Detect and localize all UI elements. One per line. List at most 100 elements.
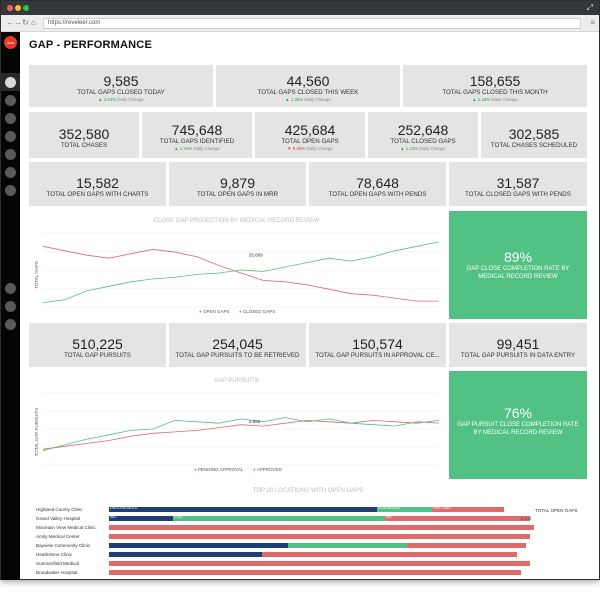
close-window-button[interactable] xyxy=(7,5,13,11)
menu-icon[interactable]: ≡ xyxy=(590,18,595,27)
kpi-card-gaps-identified[interactable]: 745,648 TOTAL GAPS IDENTIFIED ▲ 1.24% Da… xyxy=(142,112,252,158)
bar-segment-green[interactable] xyxy=(287,543,407,548)
bar-row[interactable] xyxy=(109,543,534,548)
bar-segment-red[interactable]: PAST DUE xyxy=(432,506,505,512)
legend-open-gaps[interactable]: ● OPEN GAPS xyxy=(199,309,230,314)
kpi-value: 252,648 xyxy=(397,122,449,138)
sidebar-item-2-icon[interactable] xyxy=(5,95,16,106)
kpi-card-open-gaps-mrr[interactable]: 9,879 TOTAL OPEN GAPS IN MRR xyxy=(169,162,306,206)
kpi-card-open-gaps[interactable]: 425,684 TOTAL OPEN GAPS ▼ 0.45% Daily Ch… xyxy=(255,112,365,158)
kpi-change-value: 1.24% xyxy=(103,97,117,102)
kpi-card-closed-gaps[interactable]: 252,648 TOTAL CLOSED GAPS ▲ 1.24% Daily … xyxy=(368,112,478,158)
bar-row[interactable] xyxy=(109,525,534,530)
expand-icon[interactable]: ⤢ xyxy=(586,3,593,12)
bar-segment-navy[interactable]: 561 xyxy=(109,515,173,521)
kpi-change-value: 1.35% xyxy=(290,97,304,102)
sidebar-item-settings-icon[interactable] xyxy=(5,283,16,294)
minimize-window-button[interactable] xyxy=(15,5,21,11)
sidebar-item-3-icon[interactable] xyxy=(5,113,16,124)
chart2-ylabel: TOTAL GAP PURSUITS xyxy=(34,408,39,457)
kpi-label: TOTAL GAPS IDENTIFIED xyxy=(159,138,235,145)
bar-segment-label: 561 xyxy=(110,515,116,519)
bar-row[interactable] xyxy=(109,552,534,557)
kpi-card-gap-pursuits[interactable]: 510,225 TOTAL GAP PURSUITS xyxy=(29,323,166,367)
kpi-change-label: Daily Change xyxy=(193,146,220,151)
kpi-change-label: Daily Change xyxy=(306,146,333,151)
up-arrow-icon: ▲ xyxy=(472,97,477,102)
kpi-value: 352,580 xyxy=(58,126,110,142)
chart1-annotation: 25,689 xyxy=(249,253,263,258)
bar-segment-green[interactable]: 4,547 xyxy=(172,515,386,521)
kpi-card-gaps-closed-week[interactable]: 44,560 TOTAL GAPS CLOSED THIS WEEK ▲ 1.3… xyxy=(216,65,400,107)
back-icon[interactable]: ← xyxy=(6,18,14,27)
bar-segment-label: 687 xyxy=(386,515,393,519)
logo[interactable]: ooo xyxy=(4,36,17,49)
bar-segment-navy[interactable]: UNSCHEDULED xyxy=(109,506,377,512)
sidebar-item-5-icon[interactable] xyxy=(5,149,16,160)
bar-segment-green[interactable]: SCHEDULED xyxy=(376,506,432,512)
bar-row[interactable] xyxy=(109,570,534,575)
forward-icon[interactable]: → xyxy=(14,18,22,27)
kpi-card-gaps-closed-month[interactable]: 158,655 TOTAL GAPS CLOSED THIS MONTH ▲ 2… xyxy=(403,65,587,107)
bar-segment-red[interactable] xyxy=(109,534,530,539)
bar-segment-red[interactable] xyxy=(109,561,530,566)
location-label: Heathstone Clinic xyxy=(36,552,73,557)
up-arrow-icon: ▲ xyxy=(400,146,405,151)
sidebar-item-7-icon[interactable] xyxy=(5,185,16,196)
bar-segment-label: UNSCHEDULED xyxy=(110,506,138,510)
down-arrow-icon: ▼ xyxy=(287,146,292,151)
sidebar-item-6-icon[interactable] xyxy=(5,167,16,178)
bar-row[interactable]: 561 4,547 687 xyxy=(109,515,534,521)
chart3-title: TOP 20 LOCATIONS WITH OPEN GAPS xyxy=(252,488,364,494)
legend-approved[interactable]: ● APPROVED xyxy=(253,467,282,472)
kpi-card-open-gaps-charts[interactable]: 15,582 TOTAL OPEN GAPS WITH CHARTS xyxy=(29,162,166,206)
kpi-card-open-gaps-pends[interactable]: 78,648 TOTAL OPEN GAPS WITH PENDS xyxy=(309,162,446,206)
legend-pending-approval[interactable]: ● PENDING APPROVAL xyxy=(194,467,243,472)
bar-segment-red[interactable] xyxy=(262,552,517,557)
kpi-label: TOTAL OPEN GAPS WITH CHARTS xyxy=(46,191,149,198)
kpi-card-chases-scheduled[interactable]: 302,585 TOTAL CHASES SCHEDULED xyxy=(481,112,587,158)
kpi-card-closed-gaps-pends[interactable]: 31,587 TOTAL CLOSED GAPS WITH PENDS xyxy=(449,162,587,206)
legend-closed-gaps[interactable]: ● CLOSED GAPS xyxy=(239,309,275,314)
sidebar-item-user-icon[interactable] xyxy=(5,319,16,330)
close-gap-projection-chart[interactable]: TOTAL GAPS 25,689 xyxy=(29,227,444,319)
home-icon[interactable]: ⌂ xyxy=(31,18,36,27)
bar-segment-navy[interactable] xyxy=(109,543,288,548)
sidebar-item-help-icon[interactable] xyxy=(5,301,16,312)
sidebar-item-dashboard-icon[interactable] xyxy=(5,77,16,88)
legend-dot-icon: ● xyxy=(253,467,256,472)
kpi-change: ▲ 1.24% Daily Change xyxy=(368,146,478,152)
kpi-card-gaps-closed-today[interactable]: 9,585 TOTAL GAPS CLOSED TODAY ▲ 1.24% Da… xyxy=(29,65,213,107)
bar-segment-red[interactable] xyxy=(109,570,522,575)
kpi-change-value: 0.45% xyxy=(292,146,306,151)
kpi-value: 15,582 xyxy=(76,175,119,191)
kpi-card-total-chases[interactable]: 352,580 TOTAL CHASES xyxy=(29,112,139,158)
gap-pursuits-chart[interactable]: TOTAL GAP PURSUITS 2,585 xyxy=(29,387,444,477)
bar-segment-label: 4,547 xyxy=(173,515,183,519)
legend-label: PENDING APPROVAL xyxy=(197,467,244,472)
kpi-change-label: Daily Change xyxy=(304,97,331,102)
bar-segment-red[interactable] xyxy=(406,543,526,548)
bar-row[interactable]: UNSCHEDULED SCHEDULED PAST DUE xyxy=(109,506,534,512)
gap-close-completion-card[interactable]: 89% GAP CLOSE COMPLETION RATE BY MEDICAL… xyxy=(449,211,587,319)
reload-icon[interactable]: ↻ xyxy=(22,18,29,27)
browser-window: ⤢ ← → ↻ ⌂ https://reveleer.com ≡ ooo GAP… xyxy=(0,0,600,580)
url-field[interactable]: https://reveleer.com xyxy=(43,18,581,29)
kpi-card-pursuits-approval[interactable]: 150,574 TOTAL GAP PURSUITS IN APPROVAL C… xyxy=(309,323,446,367)
kpi-value: 9,585 xyxy=(103,73,139,89)
bar-row[interactable] xyxy=(109,534,534,539)
kpi-label: TOTAL GAP PURSUITS TO BE RETRIEVED xyxy=(175,352,300,359)
kpi-label: TOTAL CHASES SCHEDULED xyxy=(490,142,578,149)
maximize-window-button[interactable] xyxy=(23,5,29,11)
bar-segment-red[interactable]: 687 xyxy=(385,515,530,521)
sidebar-item-4-icon[interactable] xyxy=(5,131,16,142)
legend-label: OPEN GAPS xyxy=(202,309,230,314)
bar-segment-red[interactable] xyxy=(109,525,534,530)
gap-pursuit-completion-card[interactable]: 76% GAP PURSUIT CLOSE COMPLETION RATE BY… xyxy=(449,371,587,479)
bar-segment-navy[interactable] xyxy=(109,552,262,557)
bar-row[interactable] xyxy=(109,561,534,566)
kpi-card-pursuits-to-retrieve[interactable]: 254,045 TOTAL GAP PURSUITS TO BE RETRIEV… xyxy=(169,323,306,367)
bar-axis-value: 6,215 xyxy=(521,516,532,521)
kpi-value: 9,879 xyxy=(219,175,256,191)
kpi-card-pursuits-data-entry[interactable]: 99,451 TOTAL GAP PURSUITS IN DATA ENTRY xyxy=(449,323,587,367)
